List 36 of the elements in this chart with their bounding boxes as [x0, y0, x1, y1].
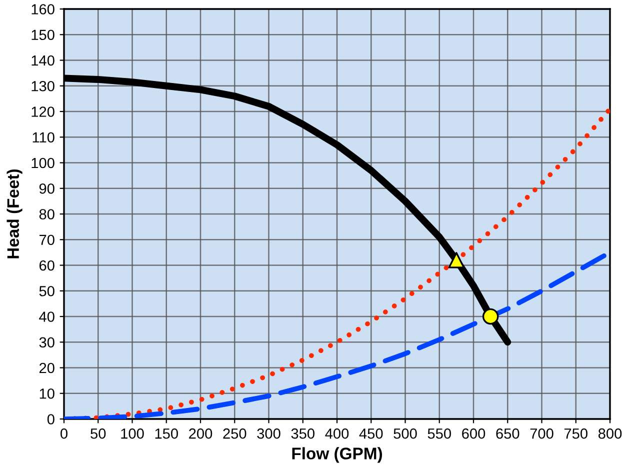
x-tick-label: 500 — [394, 428, 417, 439]
x-tick-label: 200 — [189, 428, 212, 439]
x-tick-label: 250 — [223, 428, 246, 439]
y-tick-label: 70 — [40, 234, 54, 246]
y-tick-label: 30 — [39, 337, 54, 348]
x-axis-title: Flow (GPM) — [292, 447, 382, 463]
y-tick-label: 40 — [39, 312, 54, 322]
x-tick-label: 150 — [155, 428, 178, 439]
y-tick-label: 160 — [32, 4, 54, 14]
x-tick-label: 400 — [325, 428, 349, 439]
x-tick-label: 350 — [291, 428, 314, 439]
x-tick-label: 100 — [121, 428, 144, 439]
x-tick-label: 550 — [428, 428, 451, 439]
y-tick-label: 110 — [32, 132, 54, 143]
y-tick-label: 80 — [39, 209, 54, 220]
y-axis-title: Head (Feet) — [6, 169, 22, 258]
x-tick-label: 650 — [496, 428, 520, 439]
x-tick-label: 750 — [564, 428, 588, 439]
x-tick-label: 0 — [60, 428, 68, 439]
y-tick-label: 0 — [47, 414, 54, 424]
x-tick-label: 450 — [359, 428, 383, 439]
y-tick-label: 140 — [32, 55, 54, 66]
y-tick-label: 60 — [39, 260, 54, 271]
x-tick-label: 300 — [257, 428, 280, 439]
y-tick-label: 130 — [32, 80, 54, 92]
x-tick-label: 800 — [598, 428, 622, 439]
x-tick-label: 700 — [530, 428, 554, 439]
x-tick-label: 600 — [462, 428, 486, 439]
y-tick-label: 90 — [39, 183, 54, 194]
y-tick-label: 150 — [32, 30, 54, 40]
y-tick-label: 10 — [40, 388, 54, 399]
x-tick-label: 50 — [90, 428, 106, 439]
y-tick-label: 20 — [39, 362, 54, 374]
y-tick-label: 100 — [32, 158, 54, 168]
y-tick-label: 50 — [39, 286, 54, 296]
y-tick-label: 120 — [32, 106, 54, 117]
